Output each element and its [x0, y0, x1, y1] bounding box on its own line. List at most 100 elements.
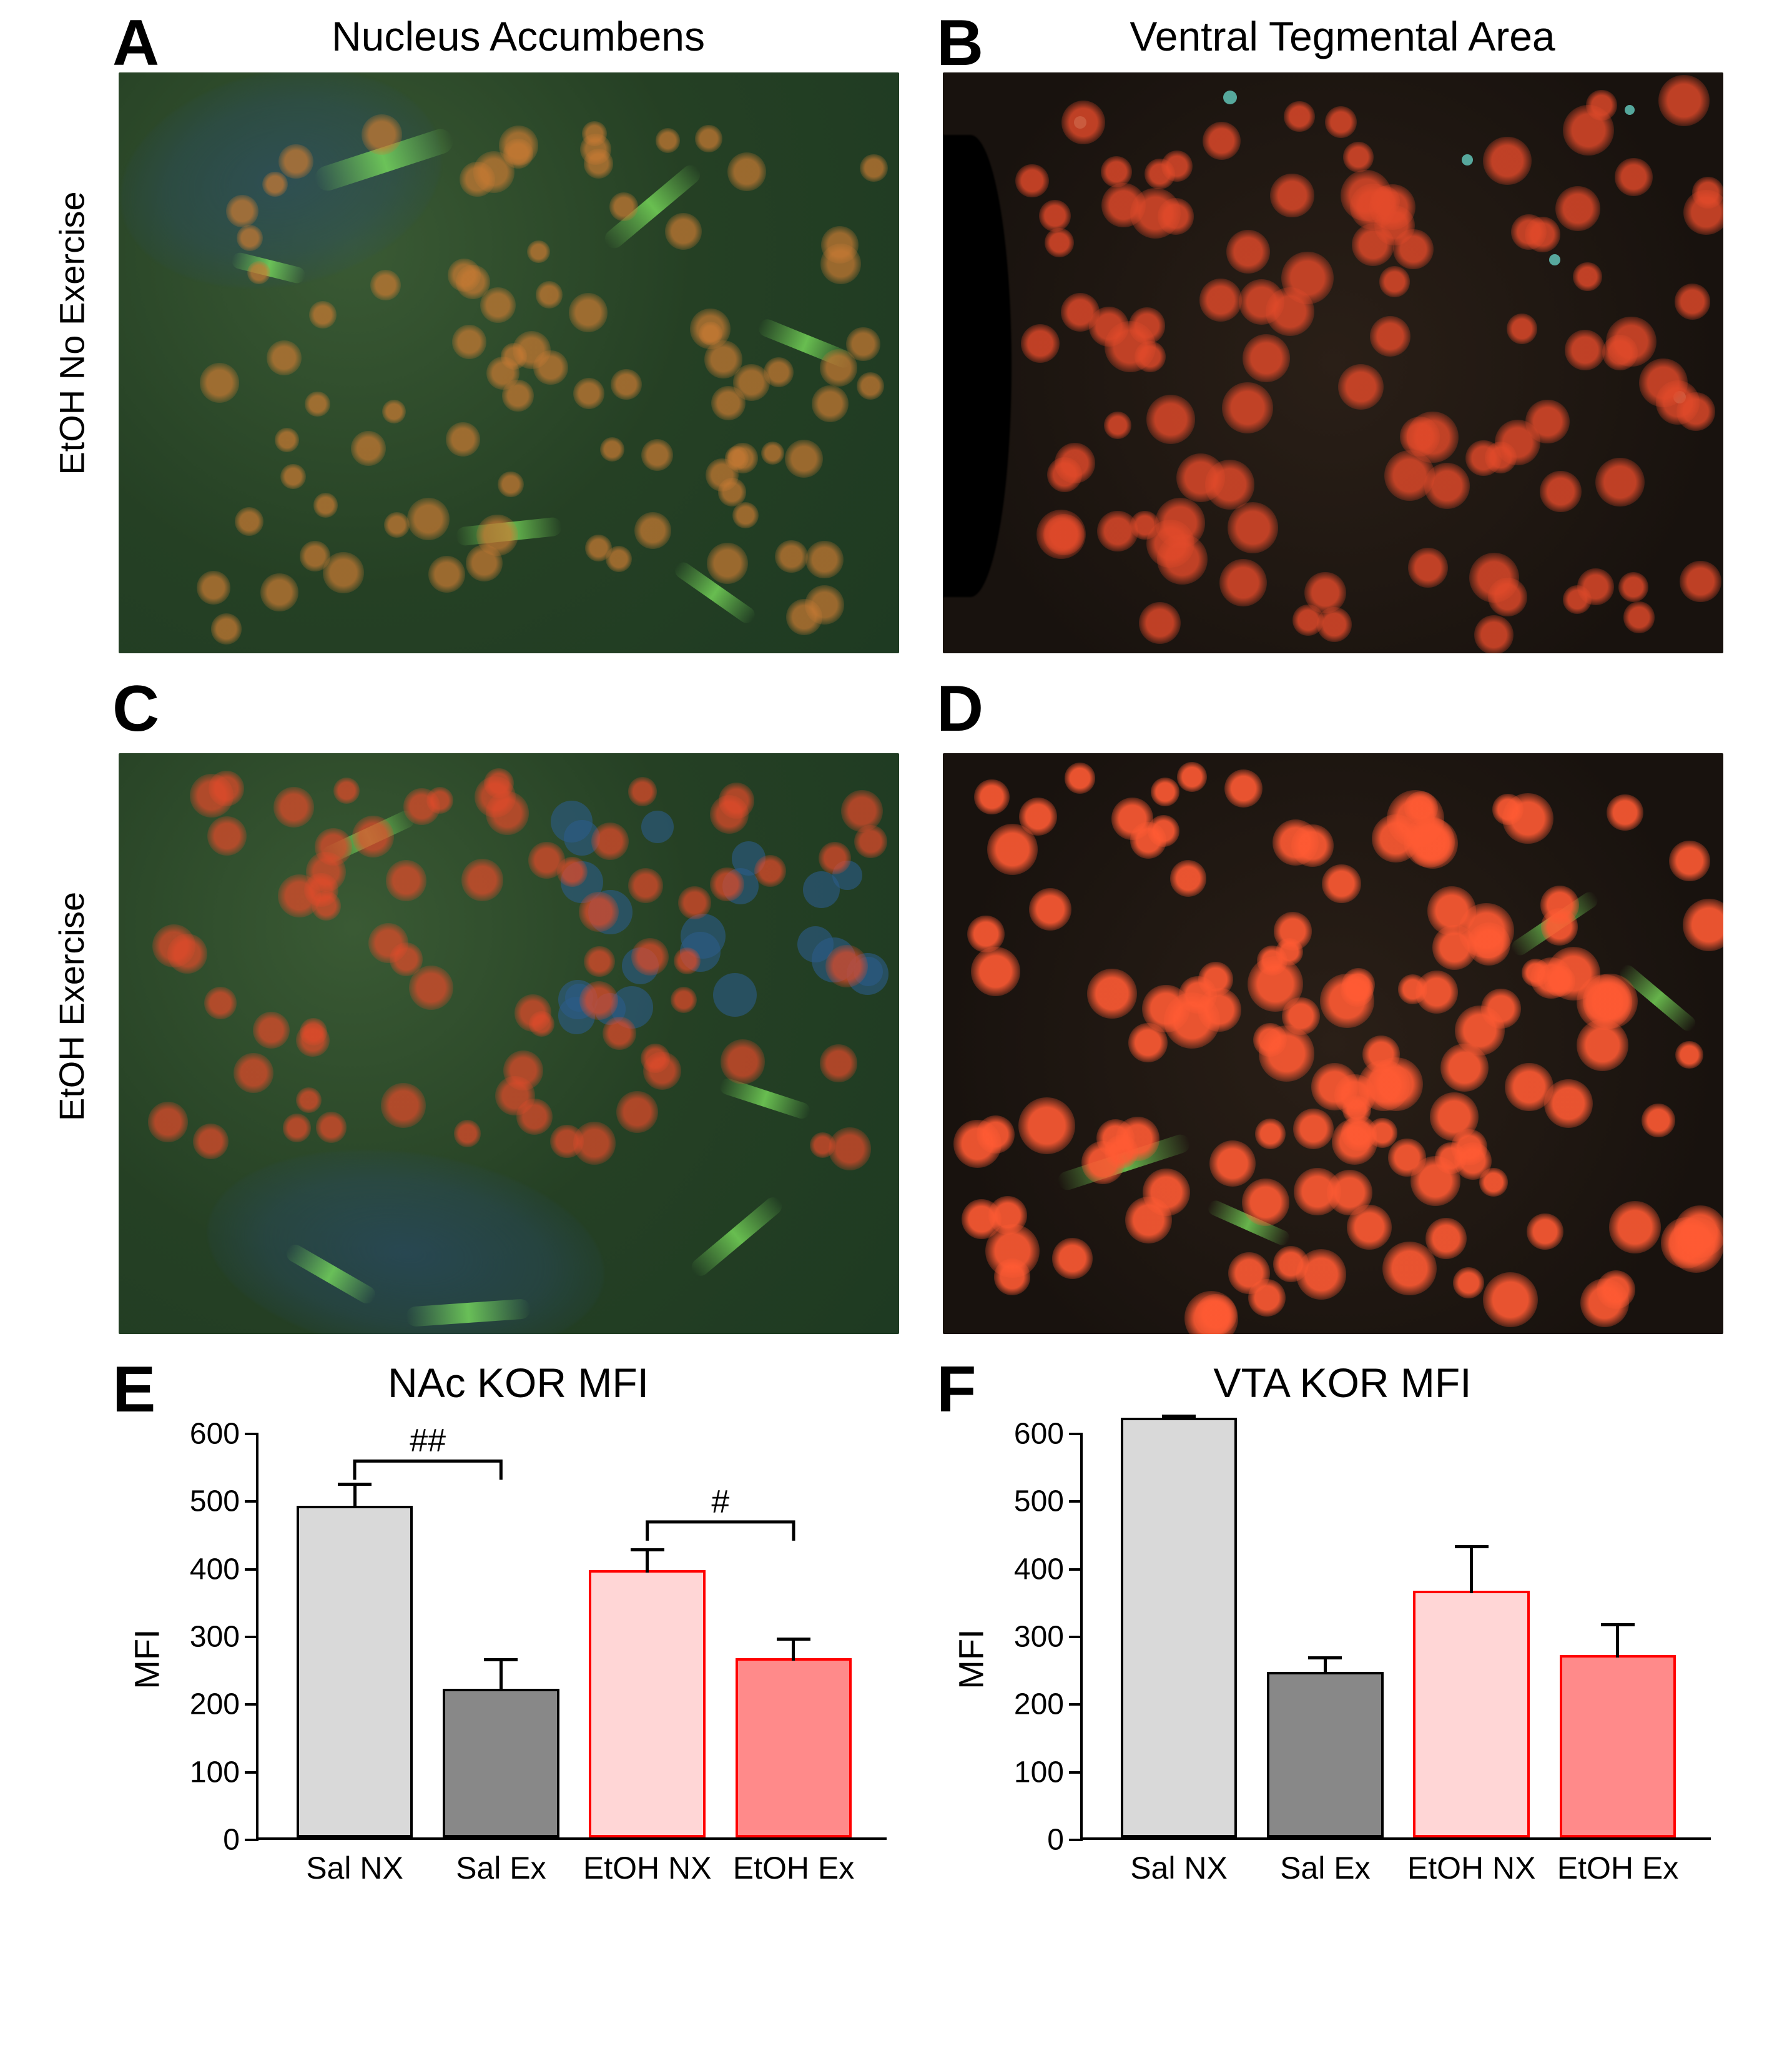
ytick-label: 600	[190, 1417, 258, 1451]
neuron-cell	[754, 855, 786, 887]
neuron-cell	[1209, 1140, 1256, 1187]
neuron-cell	[820, 349, 857, 387]
neuron-cell	[247, 261, 270, 284]
neuron-cell	[197, 571, 230, 605]
neuron-cell	[775, 540, 808, 573]
neuron-cell	[573, 1122, 616, 1164]
neuron-cell	[719, 783, 754, 818]
neuron-cell	[1018, 1097, 1075, 1154]
neuron-cell	[267, 340, 302, 375]
neuron-cell	[584, 946, 615, 977]
neuron-cell	[634, 512, 671, 549]
neuron-cell	[1036, 510, 1086, 559]
neuron-cell	[1219, 559, 1267, 606]
neuron-cell	[1195, 1294, 1237, 1334]
neuron-cell	[305, 392, 330, 417]
xtick-label: Sal Ex	[456, 1837, 546, 1886]
neuron-cell	[1052, 1238, 1093, 1279]
chart-E-ylabel-col: MFI	[119, 1421, 175, 1896]
micrograph-A	[119, 72, 899, 653]
chart-E-ylabel: MFI	[127, 1629, 167, 1689]
neuron-cell	[591, 823, 629, 860]
neuron-cell	[1606, 317, 1656, 367]
neuron-cell	[309, 301, 337, 329]
neuron-cell	[209, 771, 244, 806]
neuron-cell	[953, 1120, 1002, 1168]
neuron-cell	[536, 281, 563, 309]
neuron-cell	[384, 512, 410, 538]
neuron-cell	[695, 125, 722, 152]
neuron-cell	[352, 816, 394, 857]
neuron-cell	[704, 340, 742, 378]
neuron-cell	[1243, 334, 1290, 382]
neuron-cell	[278, 144, 313, 179]
neuron-cell	[971, 947, 1020, 996]
neuron-cell	[616, 1091, 658, 1133]
chart-E-plot: 0100200300400500600Sal NXSal ExEtOH NXEt…	[256, 1434, 887, 1840]
row-label-col-1: EtOH No Exercise	[37, 12, 106, 653]
chart-E-axes: 0100200300400500600Sal NXSal ExEtOH NXEt…	[175, 1421, 899, 1896]
xtick-label: EtOH NX	[1407, 1837, 1536, 1886]
neuron-cell	[316, 1112, 347, 1142]
neuron-cell	[1325, 106, 1357, 138]
row1-label: EtOH No Exercise	[52, 191, 92, 475]
neuron-cell	[1270, 174, 1314, 217]
neuron-cell	[609, 192, 638, 221]
neuron-cell	[1408, 548, 1448, 588]
neuron-cell	[323, 552, 363, 593]
neuron-cell	[296, 1087, 322, 1113]
neuron-cell	[1583, 974, 1638, 1029]
neuron-cell	[351, 431, 386, 466]
panel-letter-A: A	[112, 6, 159, 81]
neuron-cell	[527, 240, 550, 264]
neuron-cell	[1453, 1267, 1484, 1298]
neuron-cell	[1139, 602, 1181, 644]
ytick-label: 200	[190, 1688, 258, 1722]
neuron-cell	[1284, 101, 1314, 132]
xtick-label: EtOH Ex	[733, 1837, 854, 1886]
neuron-cell	[1320, 974, 1374, 1028]
neuron-cell	[1039, 200, 1071, 232]
neuron-cell	[1474, 615, 1514, 653]
neuron-cell	[721, 1039, 766, 1084]
neuron-cell	[678, 886, 711, 919]
chart-F-ylabel-col: MFI	[943, 1421, 999, 1896]
neuron-cell	[1507, 314, 1537, 344]
neuron-cell	[1455, 1006, 1505, 1055]
neuron-cell	[226, 195, 258, 227]
neuron-cell	[1623, 601, 1655, 633]
error-bar-stem	[1324, 1658, 1327, 1674]
neuron-cell	[273, 787, 314, 828]
ytick-label: 200	[1014, 1688, 1083, 1722]
neuron-cell	[1540, 886, 1579, 924]
neuron-cell	[1544, 1079, 1593, 1128]
bar-sal-ex	[1267, 1672, 1384, 1837]
neuron-cell	[569, 293, 608, 332]
neuron-cell	[732, 502, 759, 528]
neuron-cell	[454, 1120, 481, 1147]
neuron-cell	[1465, 440, 1501, 476]
neuron-cell	[1157, 534, 1207, 584]
neuron-cell	[1483, 137, 1531, 185]
chart-row: E NAc KOR MFI MFI 0100200300400500600Sal…	[37, 1359, 1755, 1896]
neuron-cell	[1130, 822, 1166, 858]
image-row-2: EtOH Exercise C D	[37, 678, 1755, 1334]
neuron-cell	[1228, 1252, 1270, 1294]
neuron-cell	[362, 114, 402, 155]
ytick-label: 300	[1014, 1620, 1083, 1654]
panel-letter-F: F	[937, 1353, 977, 1427]
image-row-1: EtOH No Exercise A Nucleus Accumbens B V…	[37, 12, 1755, 653]
neuron-cell	[710, 867, 744, 902]
neuron-cell	[480, 287, 516, 323]
neuron-cell	[1407, 818, 1458, 869]
neuron-cell	[193, 1124, 229, 1159]
neuron-cell	[821, 226, 859, 264]
neuron-cell	[211, 613, 242, 645]
neuron-cell	[707, 543, 748, 584]
xtick-label: Sal NX	[306, 1837, 403, 1886]
neuron-cell	[1607, 794, 1643, 831]
neuron-cell	[1427, 886, 1477, 936]
neuron-cell	[860, 154, 887, 182]
cyan-fleck	[1625, 105, 1635, 115]
neuron-cell	[1675, 284, 1711, 320]
